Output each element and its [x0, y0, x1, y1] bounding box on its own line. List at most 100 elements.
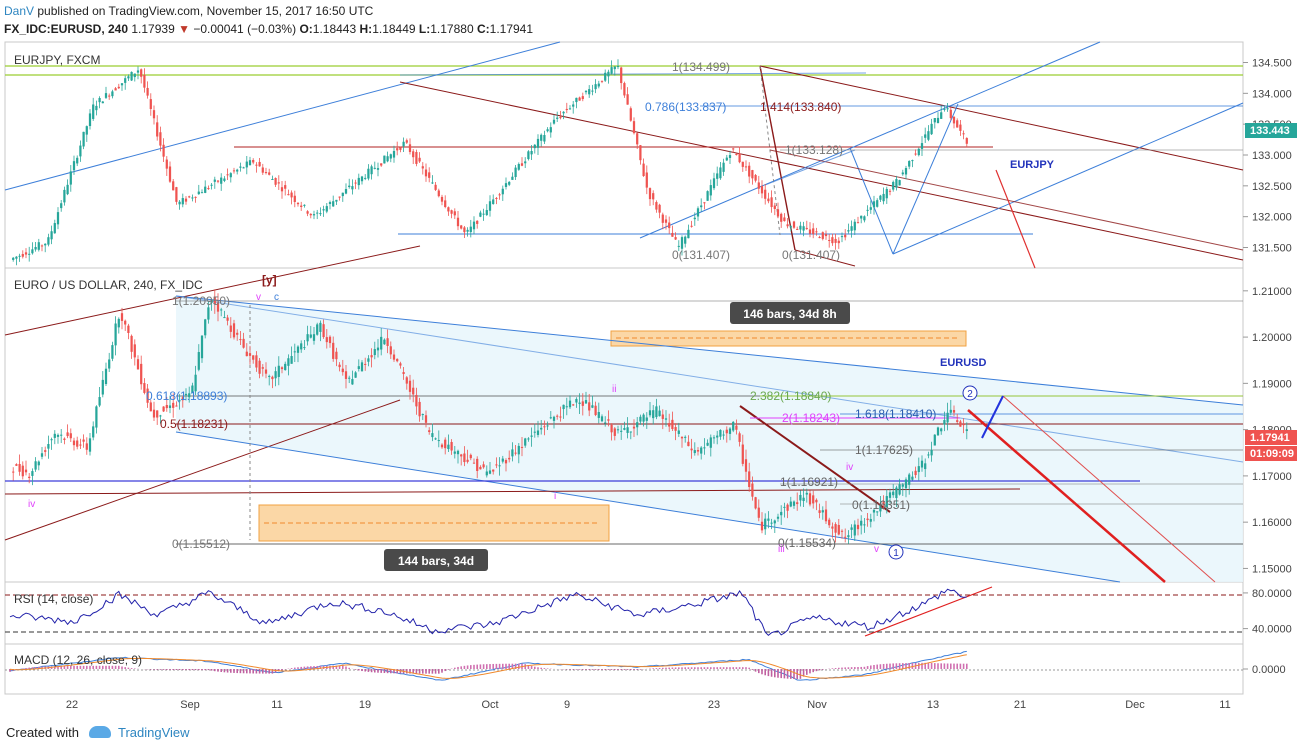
wave-label: v: [874, 544, 879, 555]
candle-body: [556, 415, 559, 417]
candle-body: [444, 439, 447, 449]
eurjpy-fib-label: 0(131.407): [782, 248, 840, 262]
candle-body: [412, 387, 415, 395]
candle-body: [946, 412, 949, 423]
candle-body: [485, 471, 488, 476]
candle-body: [79, 145, 82, 157]
wave-label: v: [256, 292, 261, 303]
candle-body: [229, 325, 232, 332]
candle-body: [652, 193, 655, 200]
candle-body: [562, 404, 565, 410]
candle-body: [53, 433, 56, 438]
candle-body: [632, 121, 636, 134]
candle-body: [418, 401, 421, 417]
candle-body: [844, 234, 847, 238]
candle-body: [290, 356, 293, 364]
candle-body: [965, 138, 968, 144]
y-axis-ticks: 134.500134.000133.500133.000132.500132.0…: [1243, 58, 1292, 676]
candle-body: [869, 207, 872, 210]
candle-body: [197, 191, 200, 195]
candle-body: [895, 179, 898, 188]
candle-body: [725, 429, 728, 434]
candle-body: [552, 119, 556, 124]
candle-body: [56, 434, 60, 437]
candle-body: [232, 323, 236, 338]
candle-body: [437, 440, 440, 442]
candle-body: [831, 526, 834, 529]
candle-body: [853, 524, 856, 536]
candle-body: [165, 404, 168, 409]
candle-body: [840, 236, 844, 238]
candle-body: [658, 204, 661, 213]
candle-body: [568, 400, 572, 408]
candle-body: [680, 436, 684, 439]
candle-body: [754, 497, 757, 509]
candle-body: [613, 428, 616, 436]
close-value: 1.17941: [489, 22, 534, 36]
candle-body: [450, 442, 453, 451]
candle-body: [783, 217, 786, 222]
candle-body: [124, 78, 127, 83]
y-tick-label: 1.21000: [1252, 286, 1292, 298]
candle-body: [239, 339, 242, 341]
candle-body: [751, 170, 754, 179]
candle-body: [175, 187, 178, 202]
candle-body: [623, 428, 626, 430]
candle-body: [927, 454, 930, 456]
candle-body: [21, 253, 24, 257]
candle-body: [152, 409, 156, 418]
candle-body: [956, 120, 959, 128]
candle-body: [82, 131, 85, 147]
candle-body: [396, 358, 399, 362]
candle-body: [248, 353, 252, 356]
candle-body: [50, 231, 53, 240]
candle-body: [296, 346, 300, 353]
eurusd-fib-label: 0.5(1.18231): [160, 417, 228, 431]
candle-body: [242, 338, 245, 348]
candle-body: [98, 397, 101, 406]
author-link[interactable]: DanV: [4, 4, 35, 18]
candle-body: [540, 134, 543, 141]
candle-body: [594, 405, 597, 416]
candle-body: [408, 380, 412, 392]
eurjpy-price-tag-text: 133.443: [1250, 125, 1290, 137]
candle-body: [76, 440, 79, 447]
candle-body: [901, 172, 904, 175]
candle-body: [850, 226, 853, 231]
candle-body: [268, 375, 271, 377]
candle-body: [946, 108, 949, 110]
candle-body: [184, 393, 188, 396]
change-value: −0.00041 (−0.03%): [193, 22, 297, 36]
candle-body: [770, 522, 773, 524]
rsi-reference: [5, 586, 1243, 637]
candle-body: [264, 369, 268, 374]
candle-body: [876, 200, 879, 207]
candle-body: [328, 202, 332, 204]
candle-body: [56, 212, 60, 225]
candle-body: [588, 402, 591, 411]
candle-body: [642, 163, 645, 177]
candle-body: [156, 410, 159, 418]
candle-body: [364, 363, 367, 365]
eurusd-fib-label: 2(1.18243): [782, 411, 840, 425]
candle-body: [866, 518, 869, 521]
candle-body: [933, 118, 936, 123]
candle-body: [559, 117, 562, 119]
tradingview-link[interactable]: TradingView: [118, 725, 190, 740]
candle-body: [72, 440, 76, 446]
candle-body: [792, 221, 796, 228]
candle-body: [408, 144, 412, 152]
candle-body: [431, 433, 434, 438]
eurusd-fib-label: 1(1.20950): [172, 294, 230, 308]
candle-body: [690, 448, 693, 451]
candle-body: [872, 509, 876, 513]
candle-body: [274, 178, 277, 185]
candle-body: [892, 181, 895, 190]
candle-body: [796, 502, 799, 505]
candle-body: [501, 458, 504, 462]
candle-body: [114, 88, 117, 91]
candle-body: [95, 105, 98, 111]
candle-body: [674, 427, 677, 431]
candle-body: [879, 505, 882, 512]
